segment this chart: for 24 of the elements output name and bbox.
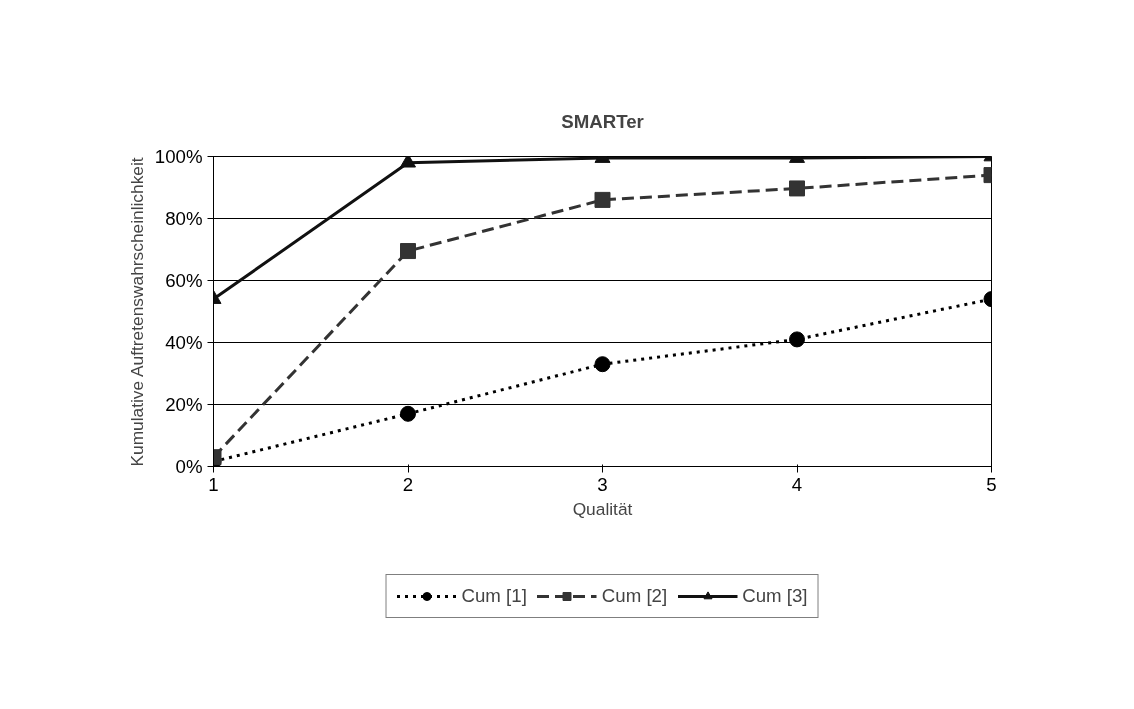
point (594, 191, 611, 208)
point (789, 331, 805, 348)
legend-label: Cum [1] (461, 585, 527, 607)
point (789, 180, 805, 197)
y-axis-title: Kumulative Auftretenswahrscheinlichkeit (126, 157, 147, 467)
y-tick-label: 60% (165, 270, 203, 291)
x-axis-title: Qualität (572, 498, 633, 519)
x-tick-label: 3 (597, 473, 608, 495)
y-tick-label: 40% (165, 332, 203, 353)
y-tick-label: 0% (175, 456, 203, 477)
y-tick-label: 80% (165, 208, 203, 229)
x-tick-label: 2 (402, 473, 414, 495)
legend-label: Cum [3] (742, 585, 808, 607)
legend-label: Cum [2] (601, 585, 668, 607)
point (400, 156, 416, 168)
x-tick-label: 5 (986, 473, 997, 495)
chart-title: SMARTer (561, 110, 644, 132)
point (400, 405, 416, 422)
point (594, 356, 611, 373)
x-tick-label: 4 (791, 473, 803, 495)
y-tick-label: 100% (154, 146, 203, 167)
x-tick-label: 1 (208, 473, 219, 495)
y-tick-label: 20% (165, 394, 203, 415)
point (400, 243, 416, 260)
